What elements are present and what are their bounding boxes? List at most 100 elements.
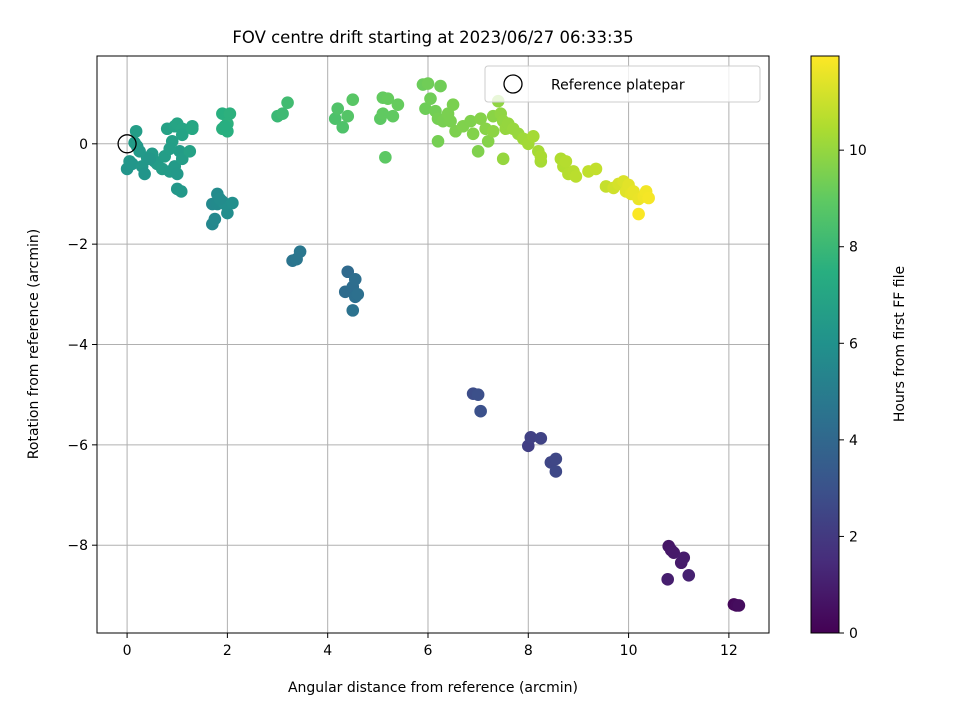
data-point: [128, 136, 141, 150]
data-point: [471, 145, 485, 158]
colorbar-tick-label: 8: [849, 240, 858, 256]
data-point: [434, 79, 447, 93]
data-point: [421, 77, 435, 90]
data-point: [213, 192, 227, 206]
data-point: [481, 134, 495, 148]
x-tick-label: 12: [720, 643, 738, 659]
data-point: [661, 573, 674, 586]
x-tick-label: 0: [123, 643, 132, 659]
data-point: [471, 388, 485, 401]
legend: Reference platepar: [484, 65, 761, 103]
colorbar-label: Hours from first FF file: [892, 266, 908, 422]
data-point: [667, 546, 681, 560]
data-point: [464, 114, 477, 128]
data-point: [732, 599, 746, 612]
y-axis-label: Rotation from reference (arcmin): [26, 229, 42, 459]
data-point: [474, 404, 487, 418]
data-point: [534, 150, 548, 163]
data-point: [351, 288, 365, 301]
data-point: [474, 112, 487, 126]
grid: [97, 56, 769, 633]
data-point: [444, 114, 457, 128]
data-point: [208, 212, 222, 226]
colorbar: 0 2 4 6 8 10 Hours from first FF file: [810, 55, 908, 642]
y-tick-label: −2: [67, 237, 88, 253]
colorbar-tick-label: 4: [849, 433, 858, 449]
data-point: [226, 196, 239, 210]
legend-box: [484, 65, 761, 103]
data-point: [391, 98, 405, 111]
data-point: [336, 120, 350, 134]
y-axis-ticks: 0 −2 −4 −6 −8: [67, 137, 97, 554]
data-point: [446, 98, 460, 111]
reference-point: [117, 134, 137, 154]
x-tick-label: 10: [620, 643, 638, 659]
x-axis-ticks: 0 2 4 6 8 10 12: [123, 633, 738, 659]
data-point: [466, 127, 480, 141]
data-point: [218, 119, 232, 133]
data-point: [682, 569, 696, 582]
x-tick-label: 6: [424, 643, 433, 659]
y-tick-label: −8: [67, 538, 88, 554]
data-point: [386, 109, 400, 123]
data-point: [534, 432, 548, 445]
data-point: [376, 107, 390, 120]
y-tick-label: −6: [67, 438, 88, 454]
data-point: [559, 155, 573, 168]
data-point: [379, 151, 392, 164]
data-point: [346, 93, 360, 106]
legend-reference-icon: [503, 74, 523, 94]
data-point: [424, 92, 437, 105]
data-point: [526, 129, 540, 143]
data-point: [632, 207, 645, 221]
data-point: [290, 252, 303, 266]
data-point: [549, 452, 563, 466]
data-point: [174, 185, 188, 198]
data-point: [163, 142, 177, 156]
y-tick-label: 0: [79, 137, 88, 153]
data-point: [524, 431, 538, 444]
data-point: [125, 157, 139, 171]
data-point: [183, 145, 197, 158]
colorbar-gradient: [810, 55, 840, 634]
legend-entry-reference: Reference platepar: [551, 78, 685, 94]
x-tick-label: 8: [524, 643, 533, 659]
x-axis-label: Angular distance from reference (arcmin): [288, 680, 578, 696]
data-point: [346, 304, 360, 317]
data-point: [170, 167, 184, 181]
data-point: [486, 124, 500, 138]
x-tick-label: 2: [223, 643, 232, 659]
reference-marker: [117, 134, 137, 154]
data-point: [569, 170, 583, 183]
colorbar-tick-label: 2: [849, 529, 858, 545]
data-point: [138, 167, 151, 181]
data-point: [419, 102, 432, 115]
data-point: [642, 191, 655, 205]
colorbar-tick-label: 6: [849, 336, 858, 352]
data-point: [496, 152, 510, 166]
colorbar-tick-label: 10: [849, 143, 867, 159]
data-point: [328, 112, 342, 126]
y-tick-label: −4: [67, 338, 88, 354]
data-point: [331, 102, 345, 115]
data-point: [223, 107, 237, 120]
data-point: [276, 107, 289, 120]
colorbar-tick-label: 0: [849, 626, 858, 642]
chart-title: FOV centre drift starting at 2023/06/27 …: [232, 28, 633, 47]
data-point: [381, 92, 395, 105]
x-tick-label: 4: [323, 643, 332, 659]
data-point: [677, 551, 691, 565]
data-point: [281, 96, 294, 109]
data-point: [129, 124, 143, 138]
colorbar-ticks: 0 2 4 6 8 10: [839, 143, 867, 642]
data-point: [175, 128, 189, 142]
data-point: [589, 162, 603, 176]
data-point: [549, 465, 563, 478]
data-point: [143, 152, 156, 166]
data-point: [185, 122, 199, 136]
data-point: [348, 272, 362, 286]
data-point: [341, 109, 355, 123]
data-points: [120, 77, 746, 612]
